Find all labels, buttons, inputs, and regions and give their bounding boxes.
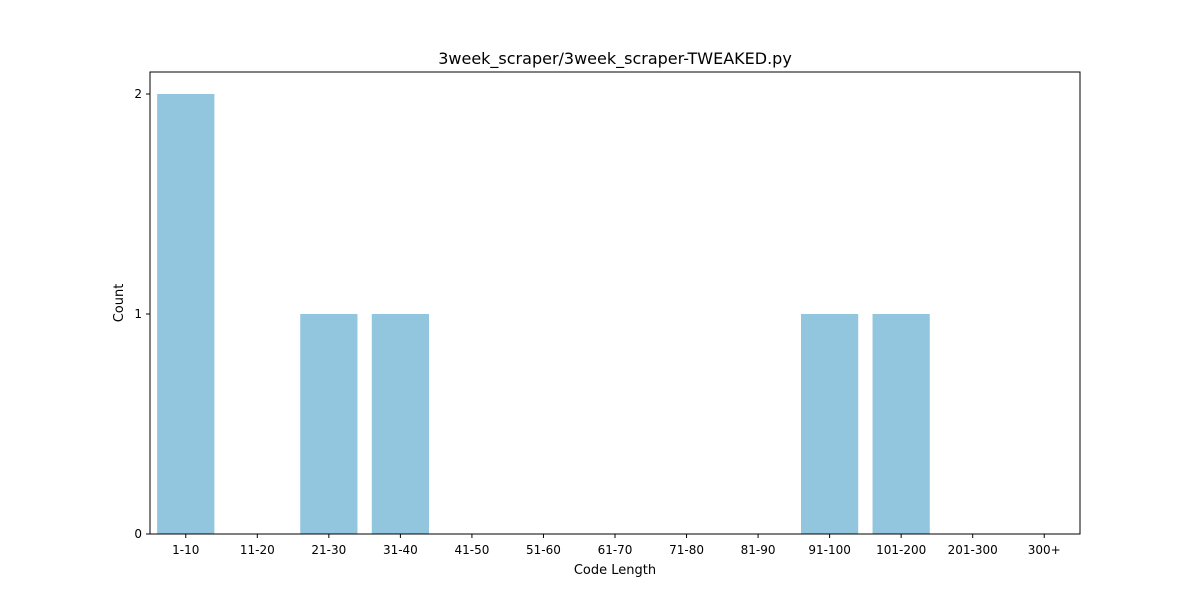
x-tick-label: 21-30	[311, 543, 346, 557]
x-tick-label: 51-60	[526, 543, 561, 557]
chart-title: 3week_scraper/3week_scraper-TWEAKED.py	[438, 49, 792, 69]
bar-1-10	[157, 94, 215, 534]
y-tick-label: 2	[134, 87, 142, 101]
bar-21-30	[300, 314, 358, 534]
x-tick-label: 300+	[1028, 543, 1061, 557]
x-tick-label: 71-80	[669, 543, 704, 557]
x-tick-label: 61-70	[598, 543, 633, 557]
bars-group	[157, 94, 930, 534]
x-tick-label: 201-300	[948, 543, 998, 557]
plot-frame	[149, 71, 1081, 535]
x-tick-label: 81-90	[741, 543, 776, 557]
x-tick-label: 91-100	[808, 543, 851, 557]
y-axis-label: Count	[112, 284, 127, 323]
bar-101-200	[872, 314, 930, 534]
bar-31-40	[371, 314, 429, 534]
x-tick-label: 101-200	[876, 543, 926, 557]
x-tick-label: 11-20	[240, 543, 275, 557]
y-tick-label: 1	[134, 307, 142, 321]
x-tick-label: 31-40	[383, 543, 418, 557]
y-tick-label: 0	[134, 527, 142, 541]
x-axis-ticks: 1-10 11-20 21-30 31-40 41-50 51-60 61-70 71-80 8…	[172, 534, 1061, 557]
x-axis-label: Code Length	[574, 563, 656, 578]
x-tick-label: 1-10	[172, 543, 199, 557]
y-axis-ticks: 0 1 2	[134, 87, 150, 541]
x-tick-label: 41-50	[454, 543, 489, 557]
bar-91-100	[801, 314, 859, 534]
